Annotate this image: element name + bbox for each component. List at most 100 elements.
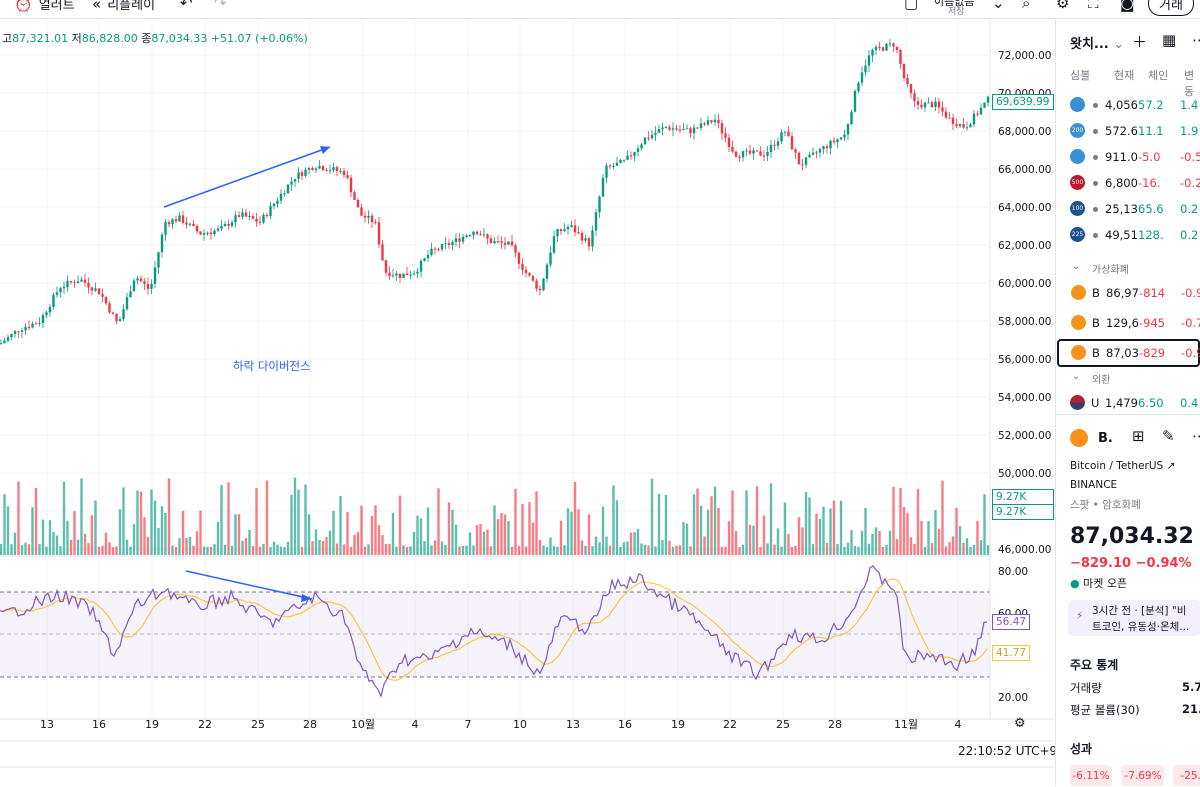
detail-exchange[interactable]: BINANCE — [1070, 479, 1118, 491]
watchlist-row-crypto[interactable]: B 86,97-814 -0.9 — [1057, 279, 1200, 307]
volume-bar — [458, 546, 461, 555]
change: -829 — [1139, 346, 1166, 360]
more-icon[interactable]: ⋯ — [1192, 31, 1200, 49]
add-symbol-icon[interactable]: ＋ — [1132, 33, 1148, 51]
candle-body — [265, 214, 269, 216]
price: 4,056 — [1105, 98, 1138, 112]
volume-bar — [944, 546, 948, 555]
watchlist-row[interactable]: 911.0-5.0 -0.5 — [1056, 143, 1200, 171]
volume-bar — [836, 544, 839, 555]
candle-body — [52, 294, 55, 307]
change-pct: -0.5 — [1180, 150, 1200, 164]
volume-bar — [388, 543, 391, 555]
candle-body — [780, 132, 783, 142]
volume-bar — [615, 500, 619, 555]
detail-pair[interactable]: Bitcoin / TetherUS ↗ — [1070, 460, 1175, 472]
col-symbol[interactable]: 심볼 — [1070, 69, 1091, 82]
volume-bar — [500, 512, 503, 555]
volume-bar — [300, 546, 304, 555]
layout-button[interactable]: ▢ — [904, 0, 918, 12]
watchlist-row[interactable]: 100 25,13 65.6 0.2 — [1056, 195, 1200, 223]
group-fx[interactable]: ⌄ 외환 — [1056, 365, 1200, 389]
search-button[interactable]: ⌕ — [1022, 0, 1030, 12]
volume-bar — [636, 528, 640, 555]
candle-body — [913, 93, 916, 102]
symbol-logo-icon — [1070, 149, 1085, 164]
candle-body — [209, 232, 213, 235]
volume-bar — [598, 542, 601, 555]
candle-body — [682, 129, 685, 131]
volume-bar — [874, 527, 878, 555]
candle-body — [608, 165, 612, 167]
edit-icon[interactable]: ✎ — [1162, 427, 1175, 445]
volume-bar — [94, 500, 97, 555]
volume-bar — [475, 525, 479, 555]
save-label[interactable]: 저장 — [948, 7, 965, 17]
col-change-pct[interactable]: 변동 — [1184, 69, 1195, 98]
candle-body — [108, 303, 111, 313]
volume-bar — [328, 530, 332, 555]
volume-bar — [20, 545, 24, 555]
detail-symbol[interactable]: B. — [1098, 431, 1113, 446]
time-axis-settings-icon[interactable]: ⚙ — [1014, 716, 1026, 731]
redo-button[interactable]: ↷ — [214, 0, 227, 12]
undo-button[interactable]: ↶ — [180, 0, 193, 12]
candle-body — [171, 219, 174, 225]
watchlist-row[interactable]: 500 6,800-16. -0.2 — [1056, 169, 1200, 197]
watchlist-row[interactable]: 4,056 57.2 1.4 — [1056, 91, 1200, 119]
price-axis: 72,000.0070,000.0068,000.0066,000.0064,0… — [998, 50, 1051, 556]
watchlist-title[interactable]: 왓치... ⌄ — [1070, 33, 1124, 52]
candle-body — [97, 288, 101, 295]
grid-icon[interactable]: ⊞ — [1132, 427, 1145, 445]
candle-body — [566, 226, 570, 230]
watchlist-row-fx[interactable]: U 1,479 6.50 0.4 — [1056, 389, 1200, 417]
change: 128. — [1138, 228, 1164, 242]
chart-canvas[interactable]: 72,000.0070,000.0068,000.0066,000.0064,0… — [0, 19, 1054, 787]
volume-bar — [629, 532, 633, 555]
chart-area[interactable]: 72,000.0070,000.0068,000.0066,000.0064,0… — [0, 19, 1054, 787]
trade-button[interactable]: 거래 — [1148, 0, 1194, 16]
replay-button[interactable]: « 리플레이 — [92, 0, 155, 13]
col-change[interactable]: 체인 — [1148, 69, 1169, 82]
candle-body — [888, 43, 892, 45]
volume-bar — [531, 522, 535, 555]
group-crypto[interactable]: ⌄ 가상화폐 — [1056, 255, 1200, 279]
table-icon[interactable]: ▦ — [1162, 31, 1177, 49]
candle-body — [213, 230, 216, 235]
volume-bar — [269, 546, 272, 555]
volume-bar — [657, 493, 661, 555]
change: 6.50 — [1138, 396, 1164, 410]
watchlist-row[interactable]: 225 49,51 128. 0.2 — [1056, 221, 1200, 249]
volume-bar — [811, 543, 815, 555]
watchlist-row-crypto[interactable]: B 87,03-829 -0.9 — [1057, 339, 1200, 367]
candle-body — [832, 140, 836, 143]
volume-bar — [542, 545, 545, 555]
volume-bar — [423, 541, 426, 555]
news-card[interactable]: ⚡ 3시간 전 · [분석] "비 트코인, 유동성·온체... — [1068, 600, 1200, 636]
performance-3[interactable]: -25.2 — [1173, 765, 1200, 786]
more-icon[interactable]: ⋯ — [1192, 427, 1200, 445]
candle-body — [454, 238, 458, 242]
watchlist-row-crypto[interactable]: B 129,6-945 -0.7 — [1057, 309, 1200, 337]
snapshot-button[interactable]: ◙ — [1120, 0, 1135, 12]
layout-dropdown[interactable]: ⌄ — [992, 0, 1005, 12]
candle-body — [615, 162, 619, 166]
col-last[interactable]: 현재 — [1114, 69, 1135, 82]
settings-button[interactable]: ⚙ — [1056, 0, 1069, 12]
clock[interactable]: 22:10:52 UTC+9 — [958, 744, 1058, 758]
candle-body — [983, 102, 986, 108]
candle-body — [41, 315, 45, 323]
candle-body — [871, 50, 874, 56]
change: 11.1 — [1138, 124, 1164, 138]
alert-button[interactable]: ⏰ 얼러트 — [14, 0, 75, 13]
fullscreen-button[interactable]: ⛶ — [1088, 0, 1099, 12]
watchlist-row[interactable]: 200 572.6 11.1 1.9 — [1056, 117, 1200, 145]
undo-icon: ↶ — [180, 0, 193, 12]
volume-bar — [514, 488, 517, 555]
volume-bar — [444, 544, 447, 555]
layout-name[interactable]: 이름없음 — [934, 0, 975, 8]
performance-1[interactable]: -6.11% — [1070, 765, 1112, 786]
performance-2[interactable]: -7.69% — [1122, 765, 1164, 786]
volume-bar — [153, 500, 157, 555]
divergence-annotation[interactable]: 하락 다이버전스 — [233, 359, 311, 373]
